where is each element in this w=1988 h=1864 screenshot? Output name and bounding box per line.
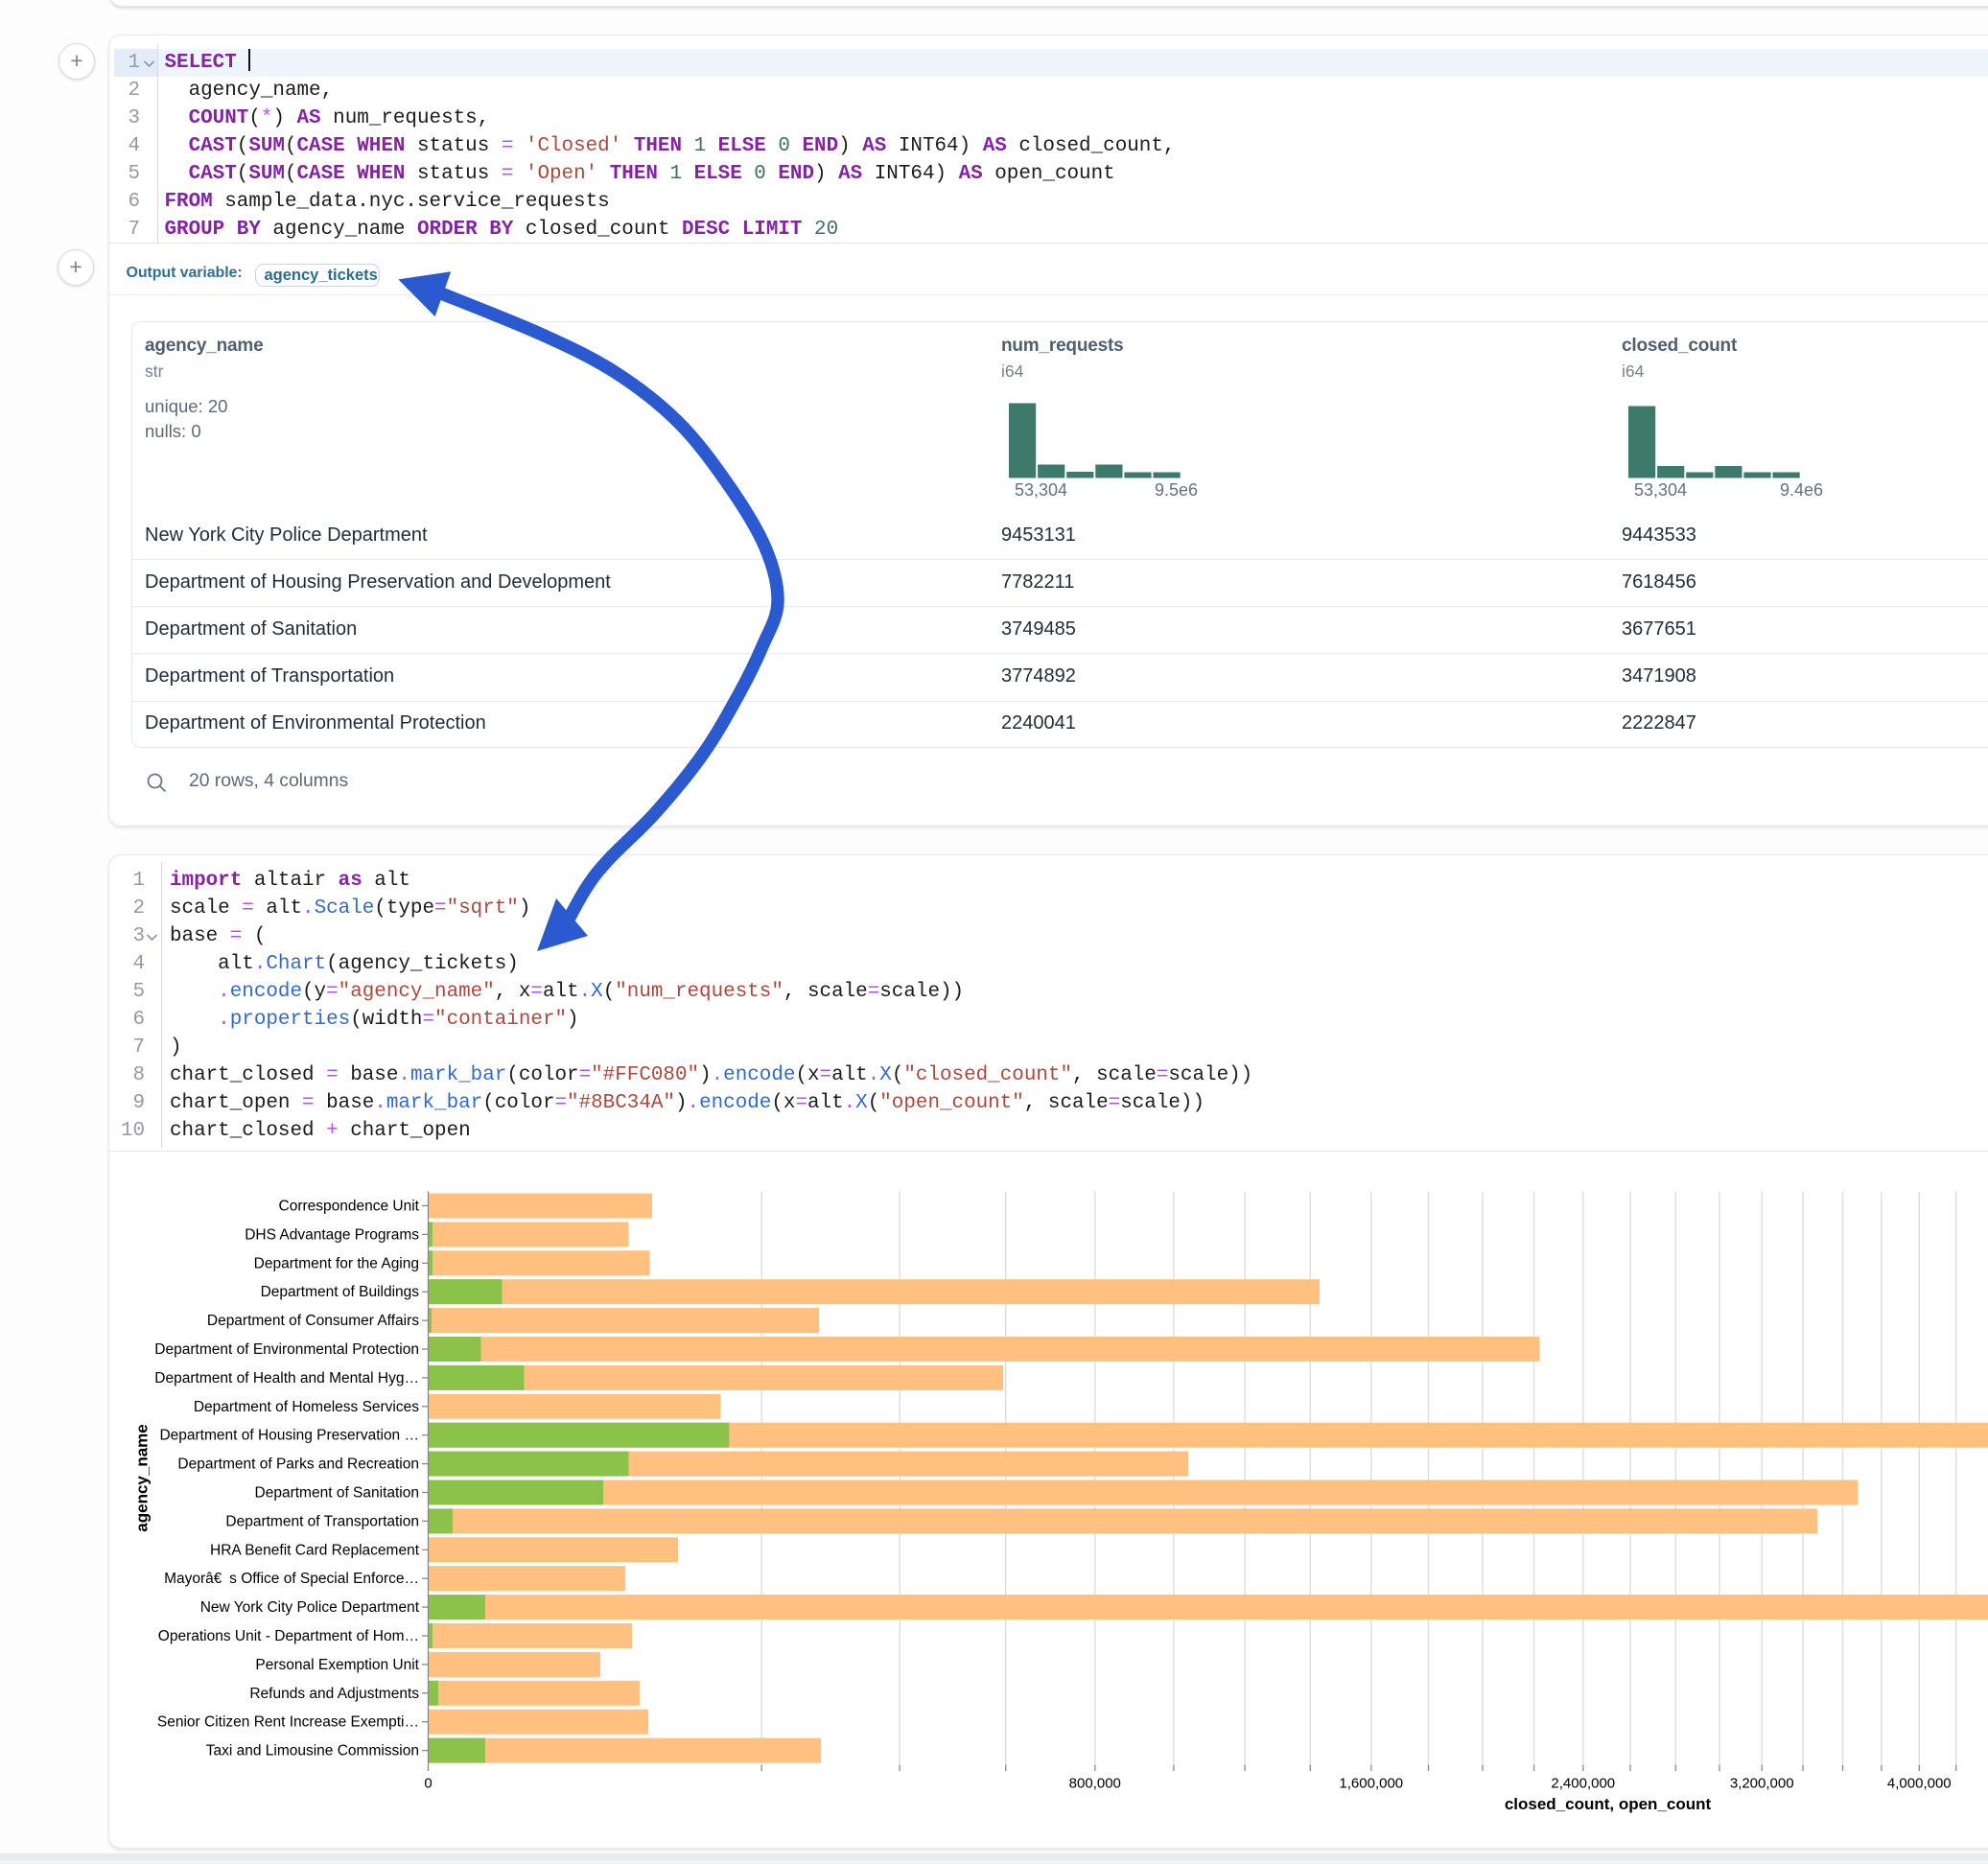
svg-text:Department of Housing Preserva: Department of Housing Preservation …: [159, 1428, 419, 1444]
svg-text:Department of Consumer Affairs: Department of Consumer Affairs: [207, 1313, 419, 1329]
svg-text:Department of Sanitation: Department of Sanitation: [255, 1485, 419, 1502]
svg-text:0: 0: [424, 1776, 432, 1792]
svg-text:Senior Citizen Rent Increase E: Senior Citizen Rent Increase Exempti…: [157, 1714, 419, 1731]
svg-text:Taxi and Limousine Commission: Taxi and Limousine Commission: [206, 1743, 419, 1759]
svg-text:2,400,000: 2,400,000: [1551, 1776, 1615, 1792]
svg-text:3,200,000: 3,200,000: [1730, 1776, 1794, 1792]
svg-text:800,000: 800,000: [1069, 1776, 1121, 1792]
svg-text:Department of Environmental Pr: Department of Environmental Protection: [154, 1341, 419, 1358]
svg-text:agency_name: agency_name: [133, 1424, 152, 1531]
svg-text:Personal Exemption Unit: Personal Exemption Unit: [255, 1657, 419, 1673]
svg-text:4,000,000: 4,000,000: [1887, 1776, 1952, 1792]
svg-text:Mayorâ€ s Office of Special En: Mayorâ€ s Office of Special Enforce…: [164, 1571, 419, 1587]
svg-text:Correspondence Unit: Correspondence Unit: [279, 1199, 420, 1215]
svg-text:1,600,000: 1,600,000: [1339, 1776, 1403, 1792]
svg-text:HRA Benefit Card Replacement: HRA Benefit Card Replacement: [210, 1542, 420, 1558]
svg-text:closed_count, open_count: closed_count, open_count: [1505, 1795, 1712, 1813]
svg-text:Department of Parks and Recrea: Department of Parks and Recreation: [177, 1456, 419, 1473]
svg-text:Department of Buildings: Department of Buildings: [261, 1284, 420, 1300]
svg-text:Refunds and Adjustments: Refunds and Adjustments: [249, 1686, 419, 1702]
svg-text:Operations Unit - Department o: Operations Unit - Department of Hom…: [158, 1628, 419, 1644]
svg-text:DHS Advantage Programs: DHS Advantage Programs: [245, 1226, 419, 1243]
svg-text:Department for the Aging: Department for the Aging: [254, 1255, 419, 1271]
svg-text:Department of Health and Menta: Department of Health and Mental Hyg…: [154, 1370, 419, 1386]
svg-text:Department of Homeless Service: Department of Homeless Services: [194, 1399, 419, 1415]
svg-text:New York City Police Departmen: New York City Police Department: [200, 1599, 420, 1616]
svg-text:Department of Transportation: Department of Transportation: [225, 1513, 419, 1529]
